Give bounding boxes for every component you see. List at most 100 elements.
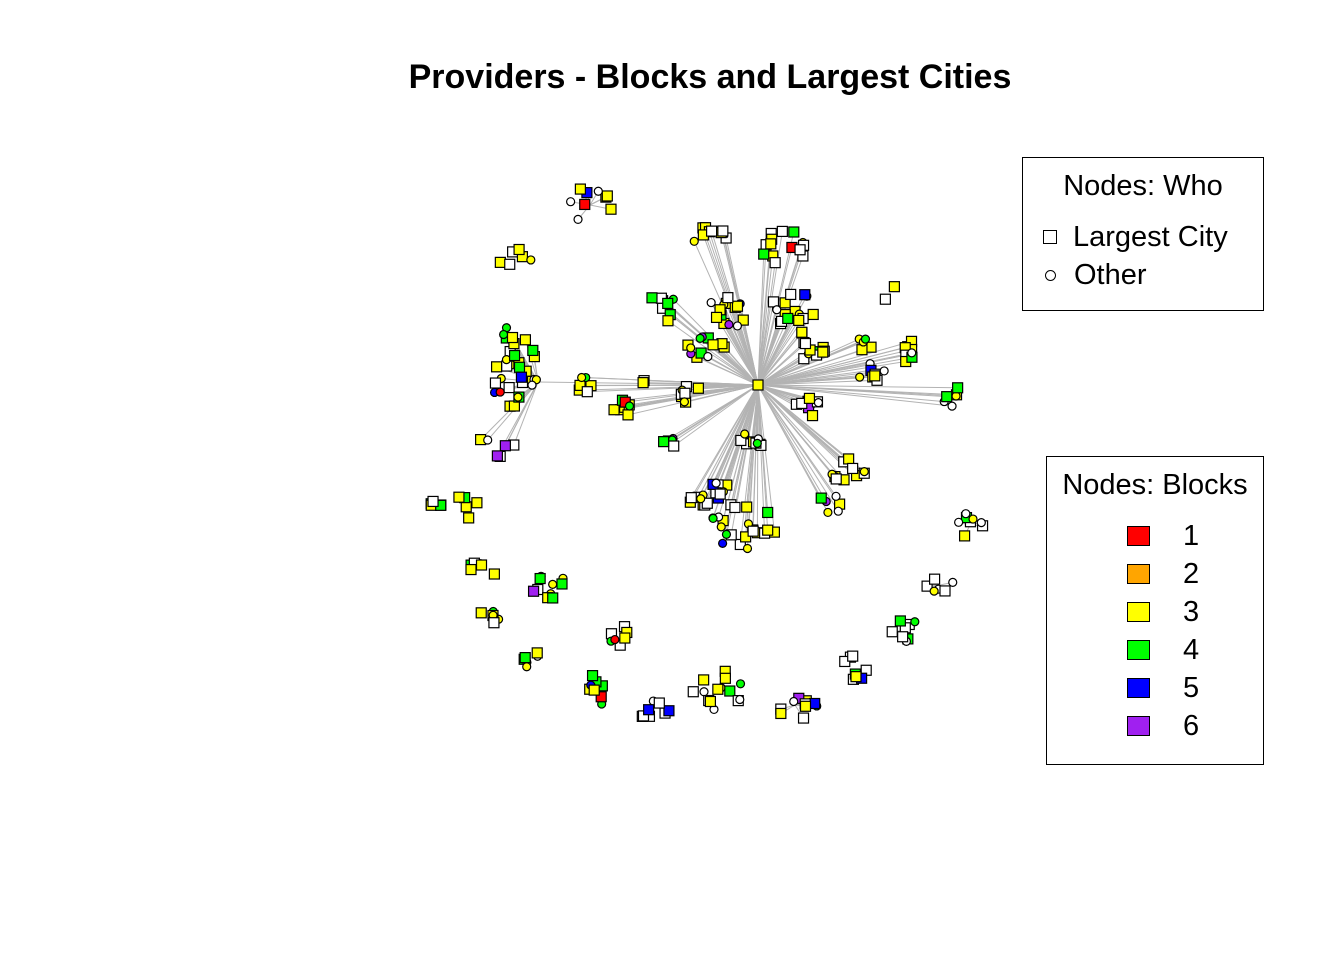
largest-city-node: [668, 440, 680, 452]
other-node: [976, 518, 986, 528]
other-node: [859, 467, 869, 477]
largest-city-node: [534, 572, 546, 585]
largest-city-node: [503, 381, 515, 394]
largest-city-node: [847, 650, 859, 662]
largest-city-node: [928, 573, 941, 585]
network-edge: [757, 384, 822, 499]
largest-city-node: [939, 585, 951, 597]
largest-city-node: [758, 248, 770, 260]
largest-city-node: [717, 225, 729, 237]
largest-city-node: [531, 647, 543, 659]
largest-city-node: [527, 344, 539, 357]
other-node: [724, 319, 734, 330]
other-node: [968, 514, 978, 524]
network-edge: [747, 384, 759, 524]
network-edge: [757, 338, 866, 386]
network-edge: [757, 349, 863, 386]
other-node: [742, 543, 753, 554]
largest-city-node: [775, 707, 787, 720]
largest-city-node: [803, 392, 816, 404]
largest-city-node: [710, 311, 723, 324]
block-color-swatch: [1127, 602, 1150, 622]
largest-city-node: [506, 331, 519, 344]
legend-block-row: 1: [1127, 519, 1199, 553]
other-node: [711, 478, 721, 488]
block-color-swatch: [1127, 526, 1150, 546]
largest-city-node: [619, 632, 631, 644]
largest-city-node: [941, 391, 953, 403]
other-node: [961, 509, 971, 519]
network-edge: [757, 318, 789, 386]
largest-city-node: [515, 371, 528, 383]
other-node: [689, 236, 699, 246]
legend-who-row-largest-city: Largest City: [1043, 220, 1228, 254]
network-edge: [757, 262, 776, 386]
network-edge: [667, 320, 759, 386]
other-node: [699, 687, 709, 697]
largest-city-node: [465, 563, 477, 576]
largest-city-node: [595, 691, 607, 703]
largest-city-node: [888, 281, 900, 293]
largest-city-node: [698, 674, 710, 686]
block-color-swatch: [1127, 564, 1150, 584]
other-node: [860, 334, 871, 344]
network-edge: [757, 254, 765, 386]
largest-city-node: [921, 580, 933, 592]
largest-city-node: [504, 258, 516, 270]
legend-block-row: 6: [1127, 709, 1199, 743]
network-edge: [757, 384, 837, 480]
largest-city-node: [799, 337, 812, 350]
largest-city-node: [762, 506, 774, 519]
legend-who-row-other: Other: [1043, 258, 1147, 292]
network-edge: [704, 349, 759, 386]
other-node: [593, 186, 603, 196]
largest-city-node: [724, 685, 736, 697]
largest-city-node: [488, 568, 500, 580]
largest-city-node: [782, 312, 794, 325]
other-node: [752, 438, 762, 448]
network-edge: [757, 384, 958, 389]
largest-city-node: [843, 453, 855, 465]
largest-city-node: [662, 315, 674, 327]
largest-city-node: [958, 530, 971, 542]
other-node: [679, 397, 690, 407]
network-edge: [757, 321, 783, 386]
largest-city-node: [579, 198, 591, 211]
other-node: [495, 387, 505, 397]
other-node: [910, 617, 920, 627]
largest-city-node: [471, 497, 483, 509]
network-edge: [757, 361, 906, 386]
largest-city-node: [601, 190, 613, 202]
network-edge: [757, 320, 800, 386]
largest-city-node: [809, 697, 821, 710]
legend-block-label: 3: [1183, 595, 1200, 628]
largest-city-node: [788, 226, 800, 238]
network-edge: [757, 379, 878, 386]
largest-city-node: [679, 387, 691, 399]
largest-city-node: [460, 501, 472, 513]
largest-city-node: [622, 409, 634, 421]
largest-city-node: [879, 293, 891, 305]
largest-city-node: [588, 684, 600, 696]
legend-block-row: 2: [1127, 557, 1199, 591]
other-node: [831, 491, 841, 501]
network-edge: [690, 384, 759, 498]
largest-city-node: [490, 361, 503, 373]
largest-city-node: [731, 300, 744, 312]
largest-city-node: [687, 686, 699, 698]
largest-city-node: [658, 436, 670, 448]
largest-city-node: [729, 501, 741, 514]
largest-city-node: [692, 382, 704, 394]
network-edge: [757, 340, 912, 386]
largest-city-node: [427, 495, 439, 508]
network-edge: [757, 384, 810, 399]
largest-city-node: [776, 225, 788, 238]
largest-city-node: [547, 592, 559, 604]
other-node: [879, 366, 889, 376]
network-edge: [673, 384, 759, 447]
largest-city-node: [762, 524, 774, 536]
largest-city-node: [807, 308, 819, 321]
largest-city-node: [574, 183, 586, 195]
legend-who-label: Largest City: [1073, 220, 1228, 253]
largest-city-node: [605, 203, 617, 215]
